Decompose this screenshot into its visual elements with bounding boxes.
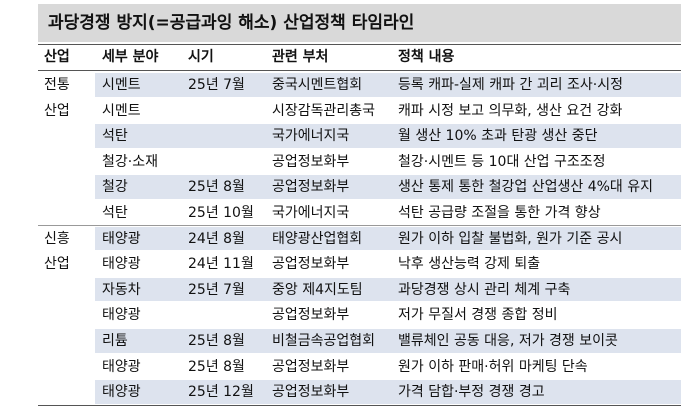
cell: 공업정보화부 bbox=[272, 307, 350, 324]
cell: 25년 7월 bbox=[188, 77, 245, 93]
column-header: 정책 내용 bbox=[398, 49, 455, 65]
industry: 산업 bbox=[44, 256, 70, 273]
cell: 국가에너지국 bbox=[272, 128, 350, 145]
cell: 태양광 bbox=[102, 384, 141, 401]
cell: 시멘트 bbox=[102, 102, 141, 119]
cell: 25년 10월 bbox=[188, 205, 254, 221]
cell: 원가 이하 판매·허위 마케팅 단속 bbox=[398, 358, 588, 375]
cell: 월 생산 10% 초과 탄광 생산 중단 bbox=[398, 128, 598, 145]
column-header: 관련 부처 bbox=[272, 49, 329, 65]
industry: 신흥 bbox=[44, 230, 70, 247]
rule bbox=[38, 404, 681, 406]
cell: 원가 이하 입찰 불법화, 원가 기준 공시 bbox=[398, 230, 623, 247]
cell: 24년 11월 bbox=[188, 256, 254, 273]
cell: 석탄 공급량 조절을 통한 가격 향상 bbox=[398, 205, 601, 221]
cell: 밸류체인 공동 대응, 저가 경쟁 보이콧 bbox=[398, 333, 618, 349]
cell: 국가에너지국 bbox=[272, 205, 350, 221]
cell: 시멘트 bbox=[102, 77, 141, 93]
industry: 전통 bbox=[44, 77, 70, 93]
cell: 공업정보화부 bbox=[272, 384, 350, 401]
cell: 24년 8월 bbox=[188, 230, 245, 247]
cell: 석탄 bbox=[102, 205, 128, 221]
cell: 25년 8월 bbox=[188, 358, 245, 375]
cell: 석탄 bbox=[102, 128, 128, 145]
column-header: 산업 bbox=[44, 49, 70, 65]
cell: 중앙 제4지도팀 bbox=[272, 281, 363, 298]
cell: 가격 담합·부정 경쟁 경고 bbox=[398, 384, 545, 401]
cell: 등록 캐파-실제 캐파 간 괴리 조사·시정 bbox=[398, 77, 623, 93]
industry: 산업 bbox=[44, 102, 70, 119]
cell: 공업정보화부 bbox=[272, 153, 350, 170]
row-shade bbox=[95, 380, 681, 404]
rule bbox=[38, 70, 681, 71]
cell: 철강·시멘트 등 10대 산업 구조조정 bbox=[398, 153, 606, 170]
row-shade bbox=[95, 329, 681, 353]
cell: 25년 7월 bbox=[188, 281, 245, 298]
cell: 태양광산업협회 bbox=[272, 230, 363, 247]
cell: 철강 bbox=[102, 179, 128, 196]
cell: 중국시멘트협회 bbox=[272, 77, 363, 93]
cell: 철강·소재 bbox=[102, 153, 158, 170]
row-shade bbox=[95, 124, 681, 148]
row-shade bbox=[95, 277, 681, 302]
cell: 과당경쟁 상시 관리 체계 구축 bbox=[398, 281, 571, 298]
row-shade bbox=[95, 175, 681, 199]
cell: 25년 12월 bbox=[188, 384, 254, 401]
cell: 태양광 bbox=[102, 358, 141, 375]
column-header: 시기 bbox=[188, 49, 214, 65]
cell: 태양광 bbox=[102, 230, 141, 247]
cell: 저가 무질서 경쟁 종합 정비 bbox=[398, 307, 558, 324]
column-header: 세부 분야 bbox=[102, 49, 159, 65]
cell: 리튬 bbox=[102, 333, 128, 349]
cell: 공업정보화부 bbox=[272, 358, 350, 375]
cell: 태양광 bbox=[102, 307, 141, 324]
cell: 자동차 bbox=[102, 281, 141, 298]
cell: 공업정보화부 bbox=[272, 179, 350, 196]
title: 과당경쟁 방지(=공급과잉 해소) 산업정책 타임라인 bbox=[48, 13, 415, 33]
cell: 25년 8월 bbox=[188, 179, 245, 196]
cell: 시장감독관리총국 bbox=[272, 102, 376, 119]
cell: 태양광 bbox=[102, 256, 141, 273]
cell: 낙후 생산능력 강제 퇴출 bbox=[398, 256, 541, 273]
rule bbox=[38, 44, 681, 45]
cell: 공업정보화부 bbox=[272, 256, 350, 273]
cell: 25년 8월 bbox=[188, 333, 245, 349]
group-rule bbox=[38, 224, 681, 226]
row-shade bbox=[95, 73, 681, 97]
cell: 생산 통제 통한 철강업 산업생산 4%대 유지 bbox=[398, 179, 653, 196]
cell: 비철금속공업협회 bbox=[272, 333, 376, 349]
title-bar bbox=[38, 4, 681, 42]
row-shade bbox=[95, 226, 681, 251]
cell: 캐파 시정 보고 의무화, 생산 요건 강화 bbox=[398, 102, 623, 119]
